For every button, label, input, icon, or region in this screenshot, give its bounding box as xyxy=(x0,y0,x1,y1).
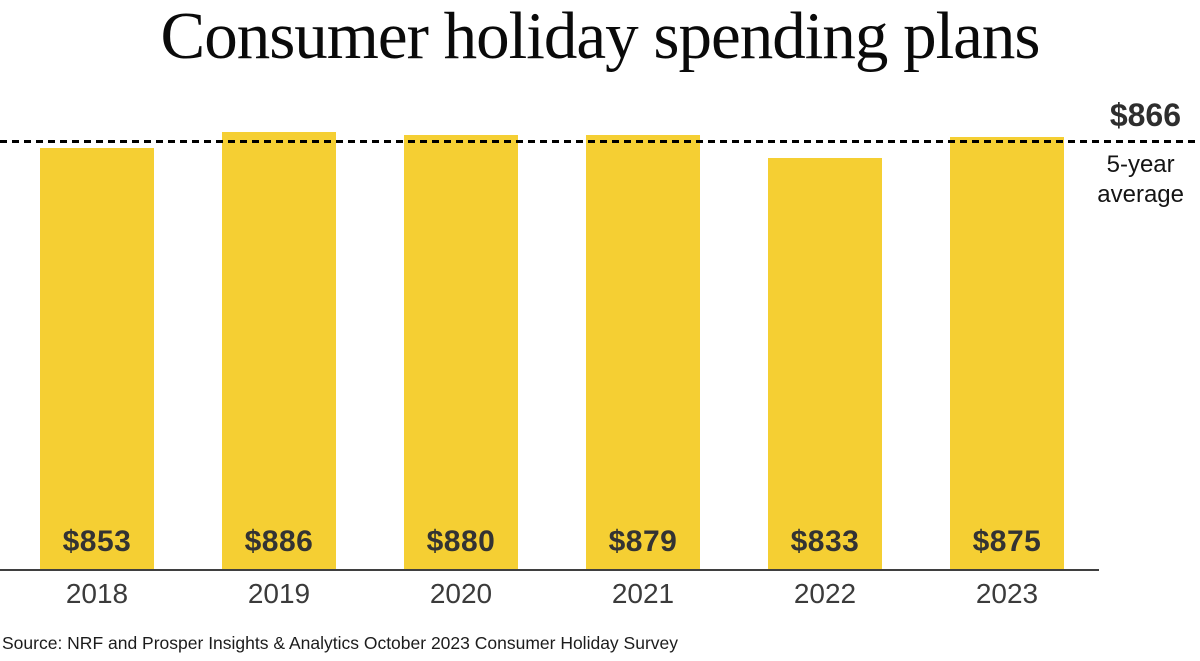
chart-title: Consumer holiday spending plans xyxy=(160,0,1041,73)
x-axis-line xyxy=(0,569,1099,571)
average-reference-line xyxy=(0,140,1200,143)
average-value-label: $866 xyxy=(1109,97,1181,133)
x-tick-2020: 2020 xyxy=(429,578,493,609)
bar-2021: $879 xyxy=(586,135,700,570)
bar-value-label-2021: $879 xyxy=(608,525,678,558)
x-tick-2021: 2021 xyxy=(611,578,675,609)
bar-2023: $875 xyxy=(950,137,1064,570)
average-sublabel-line2: average xyxy=(1097,181,1184,208)
x-tick-2018: 2018 xyxy=(65,578,129,609)
x-tick-2023: 2023 xyxy=(975,578,1039,609)
bar-value-label-2019: $886 xyxy=(244,525,314,558)
bar-value-label-2020: $880 xyxy=(426,525,496,558)
bar-2019: $886 xyxy=(222,132,336,570)
bar-2022: $833 xyxy=(768,158,882,570)
source-credit: Source: NRF and Prosper Insights & Analy… xyxy=(2,633,679,653)
x-tick-2022: 2022 xyxy=(793,578,857,609)
average-sublabel: 5-year average xyxy=(1097,150,1184,210)
x-tick-2019: 2019 xyxy=(247,578,311,609)
bar-2020: $880 xyxy=(404,135,518,570)
bar-value-label-2018: $853 xyxy=(62,525,132,558)
bar-value-label-2023: $875 xyxy=(972,525,1042,558)
bar-2018: $853 xyxy=(40,148,154,570)
average-sublabel-line1: 5-year xyxy=(1106,151,1175,178)
bar-value-label-2022: $833 xyxy=(790,525,860,558)
